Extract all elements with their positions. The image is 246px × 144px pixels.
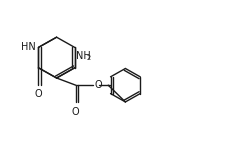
Text: 2: 2 (86, 55, 91, 61)
Text: O: O (35, 89, 42, 99)
Text: O: O (94, 80, 102, 90)
Text: HN: HN (21, 42, 35, 52)
Text: O: O (72, 107, 79, 117)
Text: NH: NH (76, 51, 91, 61)
